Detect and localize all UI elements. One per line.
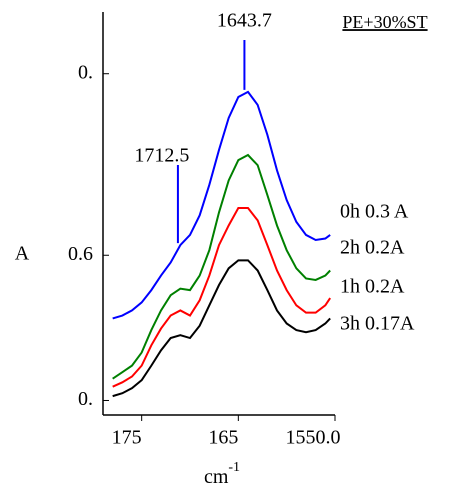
y-axis-label: A — [15, 243, 30, 265]
x-axis-label-main: cm — [204, 466, 229, 488]
y-tick-label: 0.6 — [68, 243, 93, 265]
spectrum-line — [112, 90, 331, 320]
x-tick-label: 165 — [208, 427, 238, 449]
spectrum-line — [112, 153, 331, 380]
y-tick-label: 0. — [78, 388, 93, 410]
legend-label: 3h 0.17A — [340, 313, 415, 335]
x-tick-label: 175 — [112, 427, 142, 449]
legend-label: 1h 0.2A — [340, 276, 405, 298]
legend-label: 0h 0.3 A — [340, 201, 409, 223]
x-tick-label: 1550.0 — [286, 427, 341, 449]
chart-title: PE+30%ST — [342, 12, 427, 32]
y-tick-label: 0. — [78, 61, 93, 83]
annotation-label: 1712.5 — [134, 145, 189, 167]
x-axis-label-superscript: -1 — [228, 460, 240, 475]
spectrum-line — [112, 259, 331, 398]
spectrum-line — [112, 207, 331, 388]
x-axis-label: cm-1 — [204, 460, 240, 487]
legend-label: 2h 0.2A — [340, 237, 405, 259]
annotation-label: 1643.7 — [217, 10, 272, 32]
